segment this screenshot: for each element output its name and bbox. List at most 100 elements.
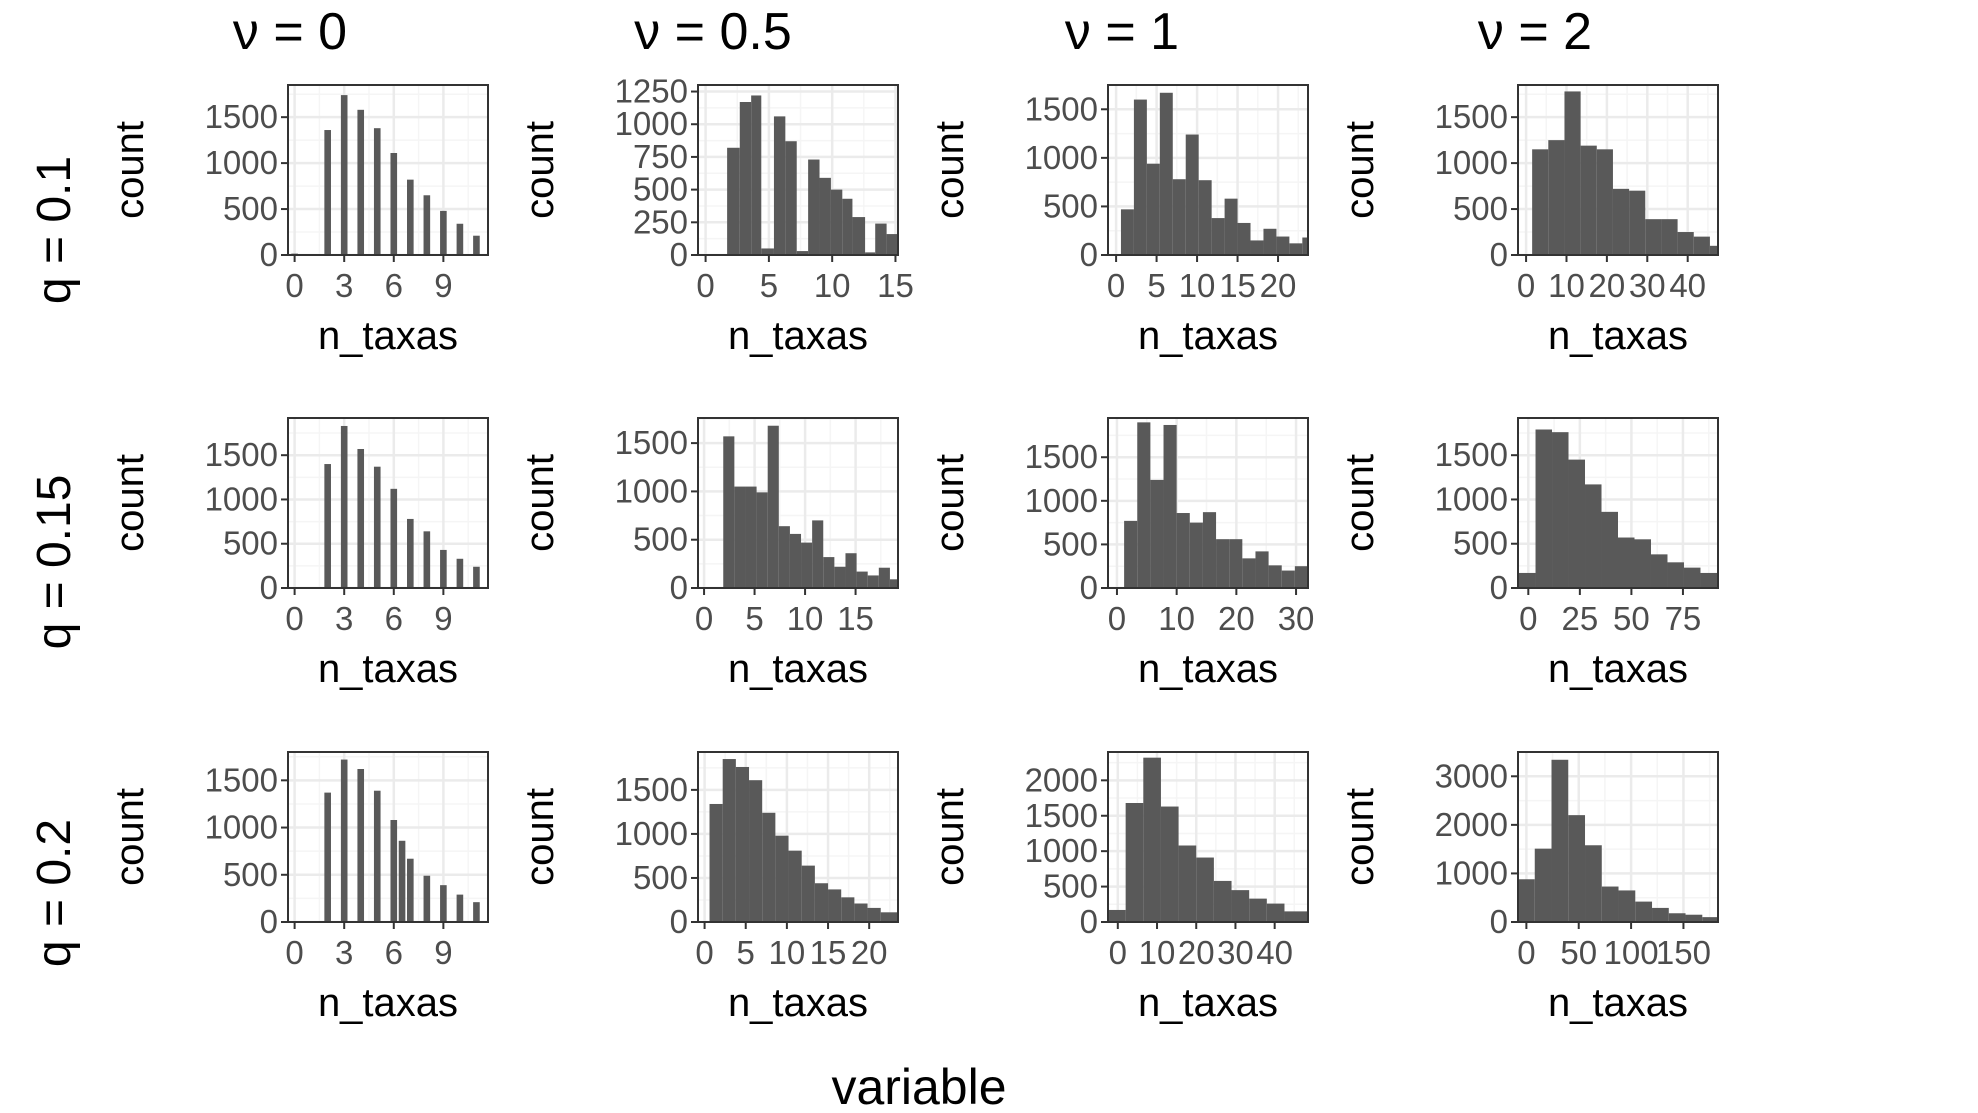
histogram-bar (1535, 429, 1553, 588)
histogram-bar (1160, 806, 1179, 922)
panel-border (1517, 751, 1719, 923)
x-tick-label: 100 (1604, 934, 1659, 971)
histogram-bar (1133, 99, 1147, 255)
y-tick-label: 0 (670, 569, 688, 606)
y-tick-label: 500 (633, 521, 688, 558)
histogram-bar (456, 223, 464, 255)
panel-plot-area (288, 418, 488, 588)
histogram-bar (796, 251, 809, 255)
x-tick-label: 5 (760, 267, 778, 304)
histogram-bar (1612, 188, 1630, 255)
x-tick-label: 6 (385, 267, 403, 304)
x-tick-label: 30 (1217, 934, 1254, 971)
y-tick-label: 0 (260, 569, 278, 606)
histogram-bar (1518, 572, 1536, 588)
y-tick-label: 500 (633, 859, 688, 896)
x-tick-label: 0 (696, 267, 714, 304)
y-tick-label: 0 (1080, 569, 1098, 606)
x-tick-label: 10 (1548, 267, 1585, 304)
histogram-bar (324, 464, 331, 588)
histogram-bar (1163, 424, 1177, 588)
y-tick-label: 3000 (1435, 757, 1508, 794)
column-title-nu-0-5: ν = 0.5 (634, 3, 792, 61)
panel-border (287, 417, 489, 589)
histogram-bar (865, 252, 876, 255)
histogram-bar (1229, 539, 1243, 588)
x-tick-label: 20 (1178, 934, 1215, 971)
panel-plot-area (698, 85, 898, 255)
histogram-bar (1667, 562, 1684, 588)
x-axis-title: n_taxas (728, 647, 868, 691)
histogram-bar (1276, 236, 1290, 255)
y-tick-label: 1000 (205, 144, 278, 181)
histogram-bar (886, 234, 898, 255)
panel-plot-area (1518, 752, 1718, 922)
x-tick-label: 0 (1519, 600, 1537, 637)
histogram-bar (1124, 520, 1138, 588)
histogram-bar (1548, 140, 1565, 255)
histogram-bar (880, 912, 898, 922)
histogram-bar (834, 566, 846, 588)
histogram-bar (773, 116, 786, 255)
y-axis-title: count (1338, 121, 1382, 219)
y-tick-label: 500 (1043, 525, 1098, 562)
histogram-bar (723, 436, 735, 588)
histogram-bar (1652, 907, 1669, 922)
panel-border (1107, 751, 1309, 923)
x-tick-label: 15 (837, 600, 874, 637)
histogram-bar (1693, 236, 1710, 255)
x-tick-label: 20 (851, 934, 888, 971)
x-tick-label: 10 (787, 600, 824, 637)
y-tick-label: 500 (223, 525, 278, 562)
histogram-bar (1263, 228, 1277, 255)
histogram-bar (1677, 232, 1694, 255)
y-tick-label: 1500 (1435, 98, 1508, 135)
histogram-bar (1294, 566, 1308, 588)
x-tick-label: 20 (1260, 267, 1297, 304)
panel-plot-area (1518, 85, 1718, 255)
histogram-bar (473, 902, 480, 922)
x-tick-label: 20 (1589, 267, 1626, 304)
y-tick-label: 500 (1043, 868, 1098, 905)
histogram-bar (830, 189, 843, 255)
y-tick-label: 500 (223, 190, 278, 227)
histogram-bar (1178, 845, 1197, 922)
y-axis-title: count (1338, 454, 1382, 552)
y-tick-label: 1250 (615, 73, 688, 110)
histogram-bar (1580, 145, 1597, 255)
histogram-bar (1552, 432, 1569, 588)
x-tick-label: 20 (1218, 600, 1255, 637)
histogram-bar (440, 885, 447, 922)
y-tick-label: 750 (633, 138, 688, 175)
panel-plot-area (698, 752, 898, 922)
x-tick-label: 5 (737, 934, 755, 971)
x-tick-label: 0 (1109, 934, 1127, 971)
histogram-bar (1618, 890, 1636, 922)
y-tick-label: 1000 (1025, 139, 1098, 176)
x-tick-label: 5 (745, 600, 763, 637)
y-tick-label: 1000 (205, 480, 278, 517)
histogram-bar (889, 579, 898, 588)
histogram-bar (1518, 879, 1535, 922)
x-tick-label: 150 (1656, 934, 1711, 971)
histogram-bar (357, 448, 365, 588)
panel-border (1517, 84, 1719, 256)
column-title-nu-1: ν = 1 (1065, 3, 1179, 61)
histogram-bar (407, 518, 414, 588)
x-axis-title: n_taxas (728, 981, 868, 1025)
y-tick-label: 1000 (615, 105, 688, 142)
y-tick-label: 2000 (1025, 761, 1098, 798)
x-tick-label: 40 (1669, 267, 1706, 304)
panel-background (288, 85, 488, 255)
panel-background (288, 418, 488, 588)
x-tick-label: 0 (285, 934, 303, 971)
histogram-bar (1568, 459, 1586, 588)
histogram-bar (814, 883, 829, 922)
